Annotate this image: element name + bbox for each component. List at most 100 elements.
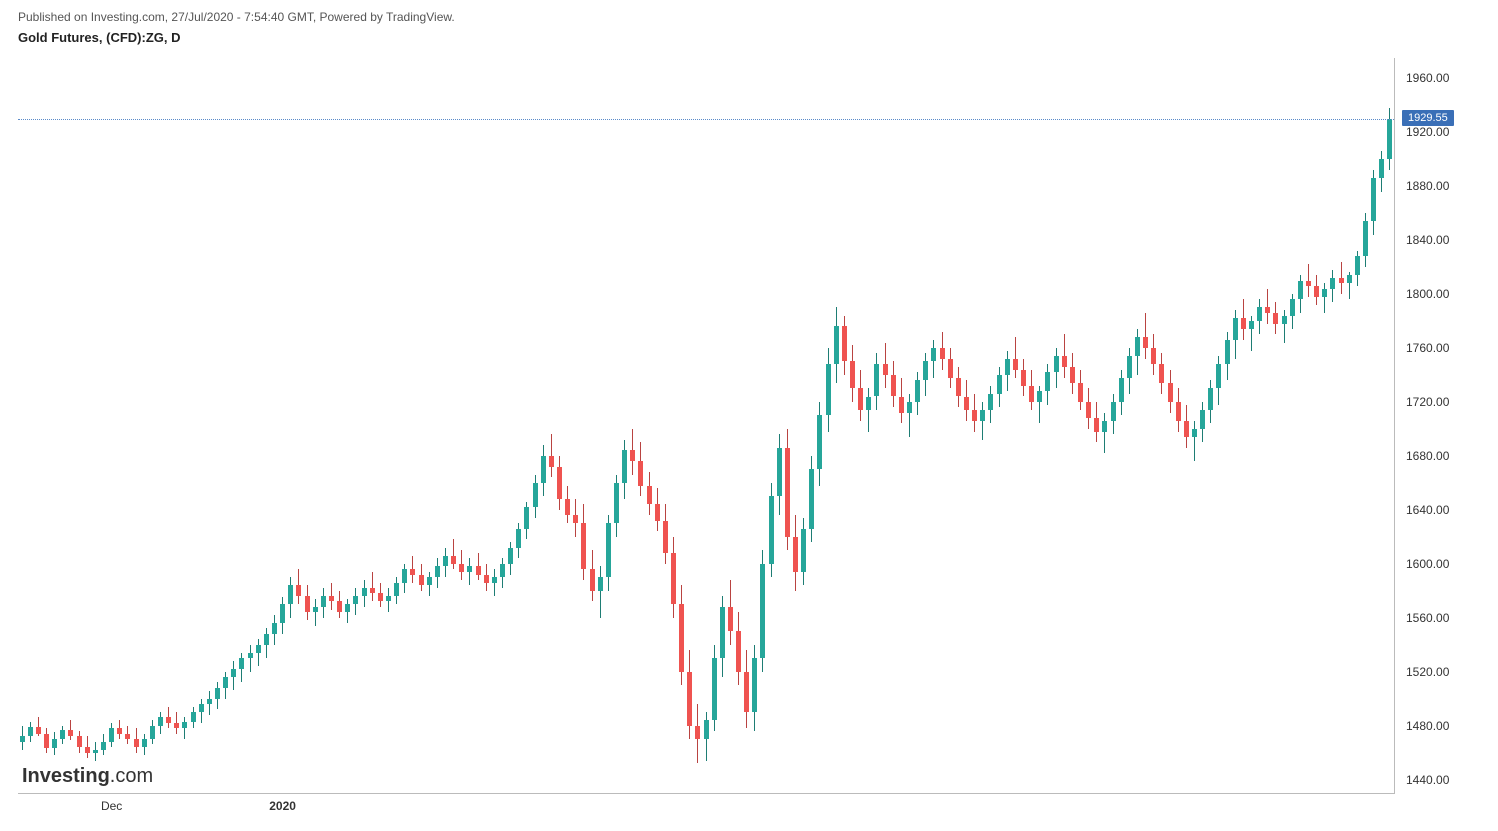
candle-body — [191, 712, 196, 721]
candle-body — [1192, 429, 1197, 437]
ytick-label: 1560.00 — [1406, 611, 1476, 625]
candle-body — [329, 596, 334, 601]
candle-body — [272, 623, 277, 634]
candle-body — [378, 593, 383, 601]
candle-wick — [1267, 289, 1268, 324]
xtick-label: 2020 — [269, 799, 296, 813]
candle-body — [614, 483, 619, 523]
candle-body — [931, 348, 936, 361]
candle-body — [842, 326, 847, 361]
ytick-label: 1720.00 — [1406, 395, 1476, 409]
candle-body — [606, 523, 611, 577]
candle-body — [638, 461, 643, 485]
candle-body — [134, 739, 139, 747]
candle-body — [891, 375, 896, 397]
candle-body — [207, 699, 212, 704]
candle-body — [44, 734, 49, 749]
candle-body — [1257, 307, 1262, 320]
ytick-label: 1840.00 — [1406, 233, 1476, 247]
candle-body — [581, 523, 586, 569]
candle-body — [305, 596, 310, 612]
candle-body — [1021, 370, 1026, 386]
candle-body — [28, 727, 33, 736]
candle-wick — [1194, 421, 1195, 461]
candle-body — [280, 604, 285, 623]
ytick-label: 1480.00 — [1406, 719, 1476, 733]
candle-body — [785, 448, 790, 537]
candle-body — [695, 726, 700, 739]
candle-body — [964, 397, 969, 410]
candle-wick — [982, 402, 983, 440]
candle-body — [712, 658, 717, 720]
ytick-label: 1760.00 — [1406, 341, 1476, 355]
candle-body — [1339, 278, 1344, 283]
candle-body — [1208, 388, 1213, 410]
watermark-rest: .com — [110, 765, 153, 788]
candle-body — [679, 604, 684, 671]
candle-body — [77, 736, 82, 747]
candle-body — [565, 499, 570, 515]
candle-body — [622, 450, 627, 482]
candle-body — [1127, 356, 1132, 378]
candle-body — [459, 564, 464, 572]
candle-body — [769, 496, 774, 563]
candlestick-chart[interactable] — [18, 58, 1395, 794]
candle-wick — [258, 639, 259, 666]
candle-body — [394, 583, 399, 596]
candle-body — [1314, 286, 1319, 297]
candle-body — [557, 467, 562, 499]
candle-body — [736, 631, 741, 671]
candle-body — [1005, 359, 1010, 375]
candle-body — [1029, 386, 1034, 402]
candle-body — [980, 410, 985, 421]
candle-body — [1159, 364, 1164, 383]
candle-body — [866, 397, 871, 410]
candle-body — [117, 728, 122, 733]
candle-body — [109, 728, 114, 741]
candle-body — [476, 566, 481, 574]
candle-body — [1102, 421, 1107, 432]
ytick-label: 1800.00 — [1406, 287, 1476, 301]
candle-body — [956, 378, 961, 397]
candle-body — [451, 556, 456, 564]
candle-body — [598, 577, 603, 590]
candle-body — [1371, 178, 1376, 221]
candle-body — [321, 596, 326, 607]
candle-body — [313, 607, 318, 612]
candle-body — [239, 658, 244, 669]
candle-body — [402, 569, 407, 582]
candle-body — [256, 645, 261, 653]
candle-wick — [453, 539, 454, 569]
ytick-label: 1920.00 — [1406, 125, 1476, 139]
candle-body — [288, 585, 293, 604]
candle-body — [410, 569, 415, 574]
candle-body — [728, 607, 733, 631]
candle-body — [972, 410, 977, 421]
candle-wick — [909, 394, 910, 437]
candle-wick — [315, 599, 316, 626]
candle-body — [1330, 278, 1335, 289]
candle-body — [817, 415, 822, 469]
candle-body — [834, 326, 839, 364]
candle-body — [1265, 307, 1270, 312]
candle-body — [1062, 356, 1067, 367]
candle-wick — [250, 645, 251, 672]
candle-wick — [1145, 313, 1146, 359]
candle-body — [663, 521, 668, 553]
candle-body — [85, 747, 90, 752]
candle-body — [590, 569, 595, 591]
candle-body — [630, 450, 635, 461]
candle-body — [296, 585, 301, 596]
candle-body — [752, 658, 757, 712]
candle-body — [1168, 383, 1173, 402]
candle-body — [760, 564, 765, 658]
candle-body — [1078, 383, 1083, 402]
candle-body — [948, 359, 953, 378]
candle-body — [720, 607, 725, 658]
candle-body — [1200, 410, 1205, 429]
candle-body — [231, 669, 236, 677]
candle-body — [419, 575, 424, 586]
candle-body — [874, 364, 879, 396]
candle-body — [182, 722, 187, 729]
candle-body — [647, 486, 652, 505]
